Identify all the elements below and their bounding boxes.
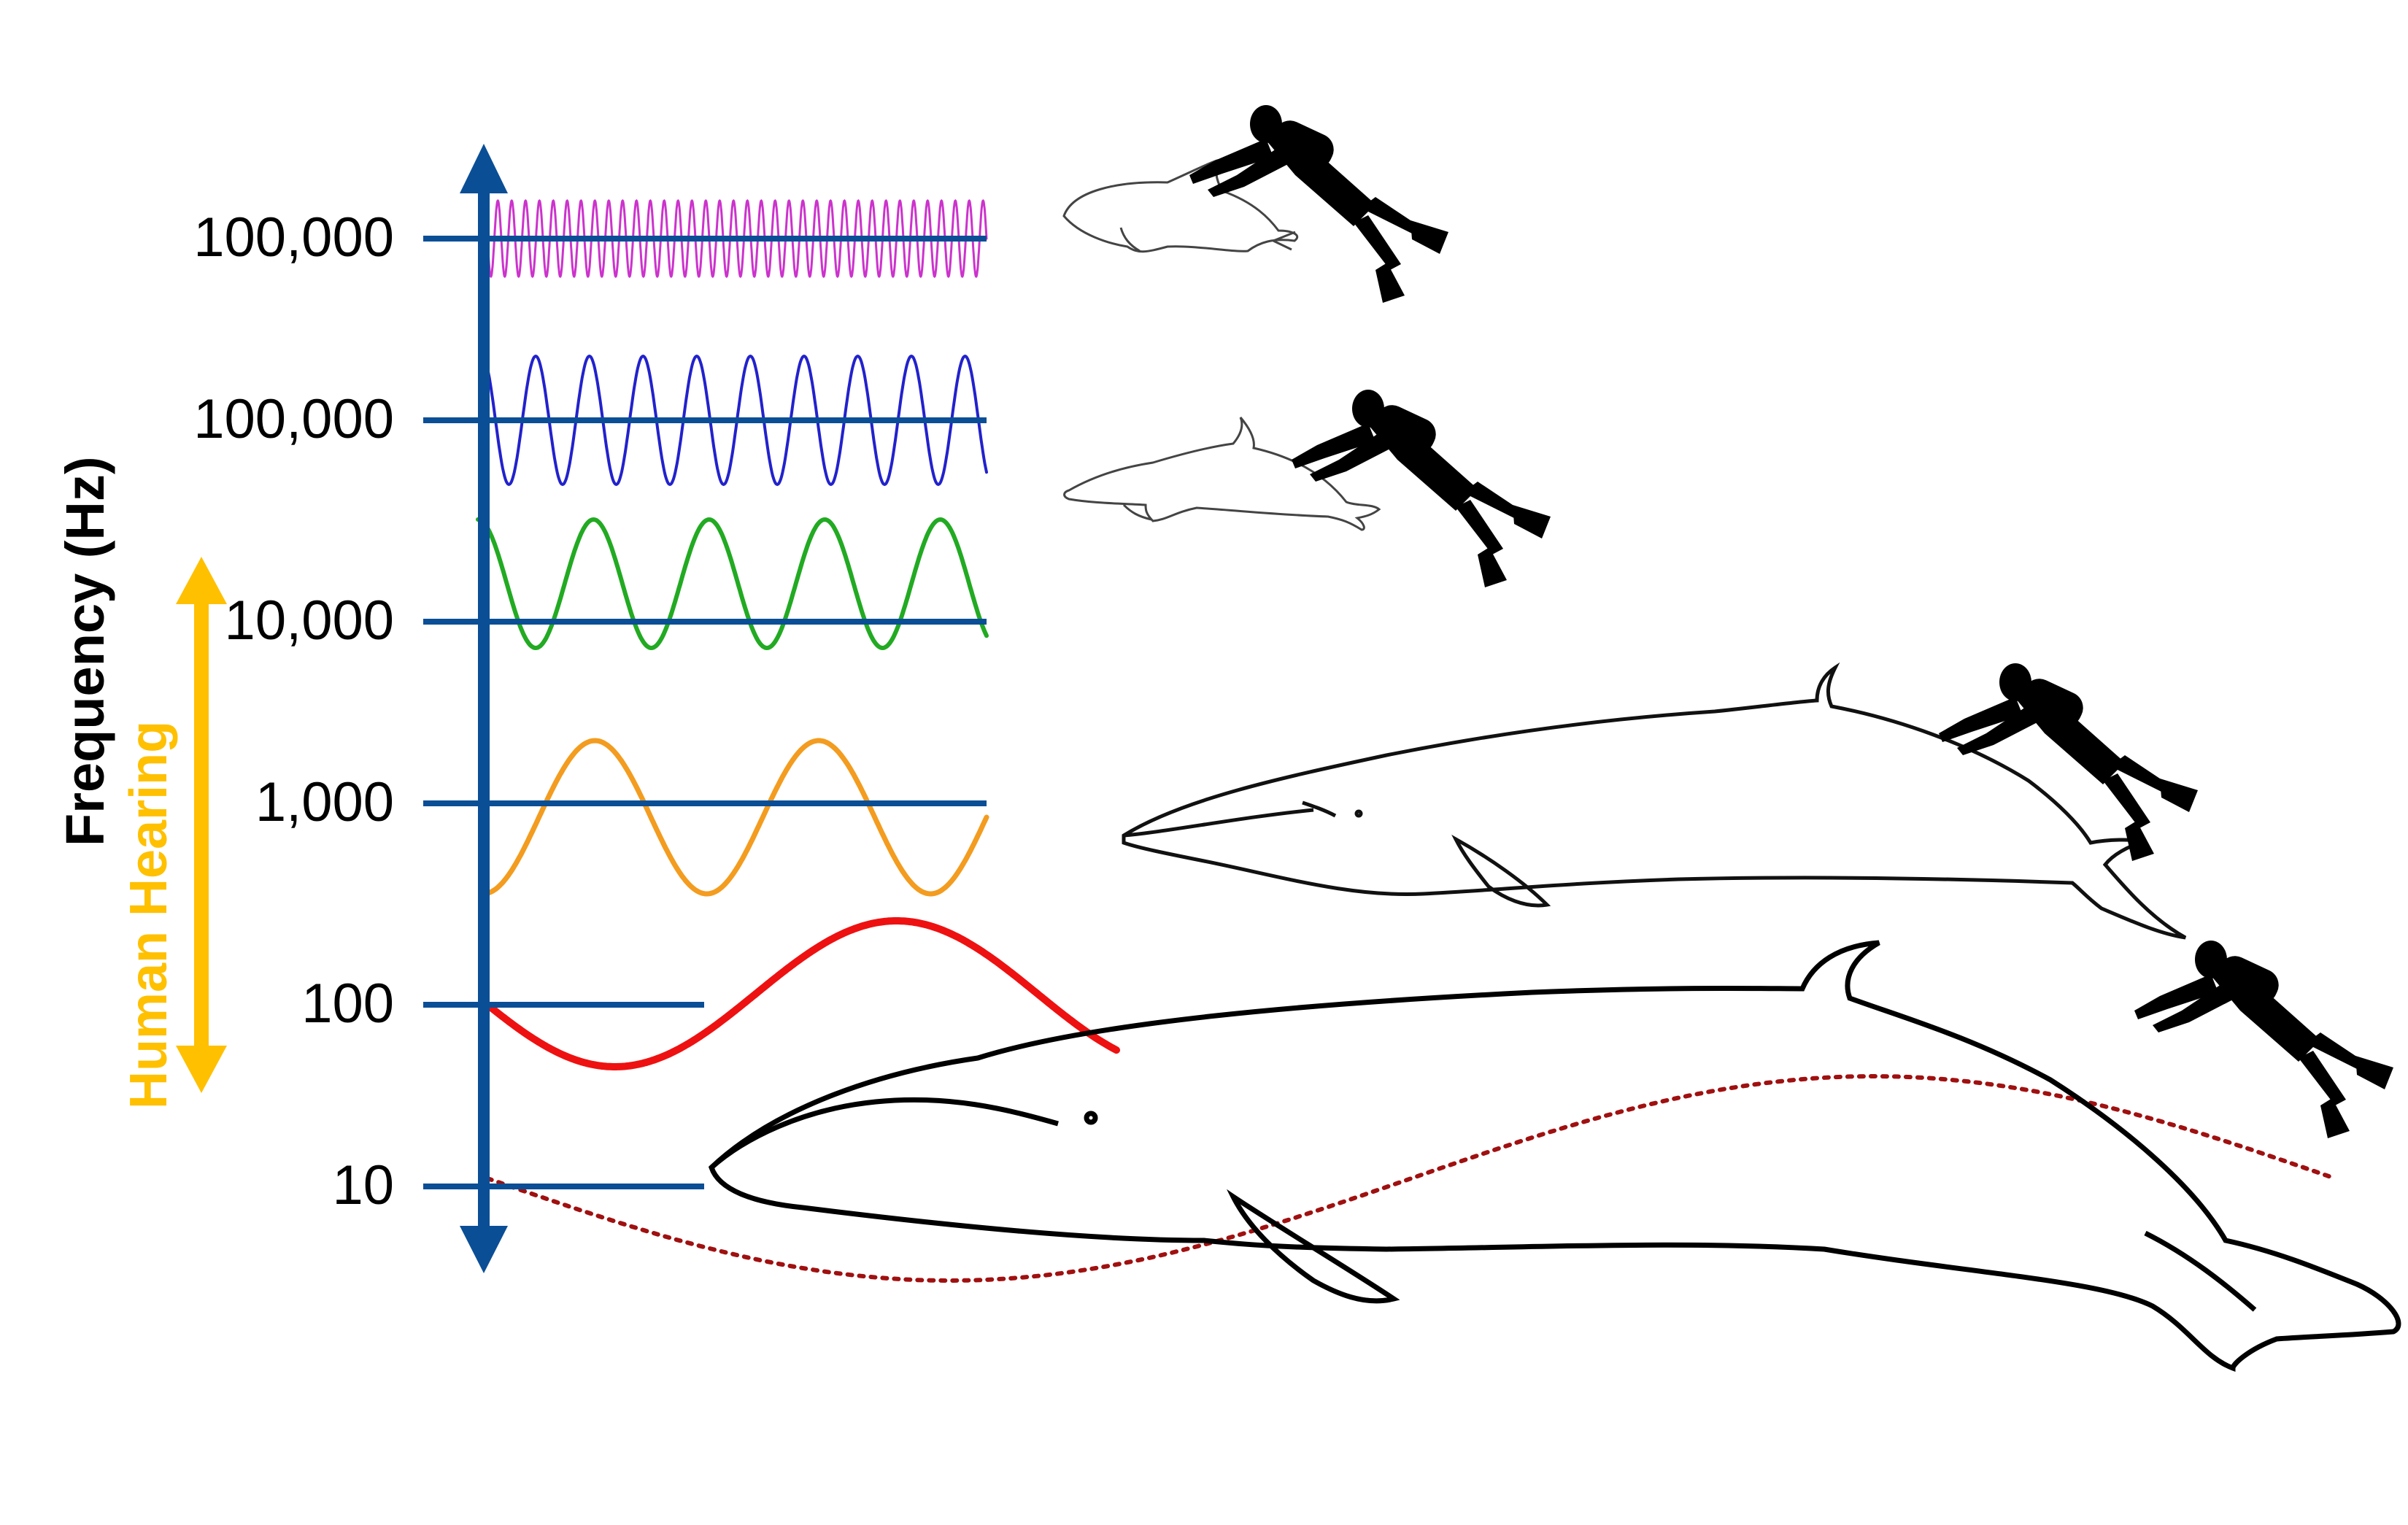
blue-whale-icon [708,940,2401,1372]
waveforms [476,199,2337,1283]
tick-label-100000: 100,000 [193,388,394,450]
human-hearing-arrow [176,557,227,1093]
tick-labels: 100,000 100,000 10,000 1,000 100 10 [0,0,394,1525]
wave-10000 [476,517,989,651]
frequency-axis-title: Frequency (Hz) [55,456,115,846]
tick-label-100: 100 [301,973,394,1035]
tick-label-10: 10 [332,1154,394,1216]
tick-label-10000: 10,000 [224,590,394,652]
porpoise-icon [1062,158,1299,253]
wave-100 [482,917,1120,1070]
frequency-axis-arrow [460,144,508,1273]
wave-1000 [480,738,989,897]
tick-label-1000: 1,000 [255,771,394,833]
diver-icon [1189,105,2393,1138]
dolphin-icon [1063,417,1381,531]
tick-label-100000-high: 100,000 [193,206,394,269]
wave-10 [485,1074,2337,1283]
frequency-lines [423,236,987,1189]
human-hearing-label: Human Hearing [120,720,178,1109]
